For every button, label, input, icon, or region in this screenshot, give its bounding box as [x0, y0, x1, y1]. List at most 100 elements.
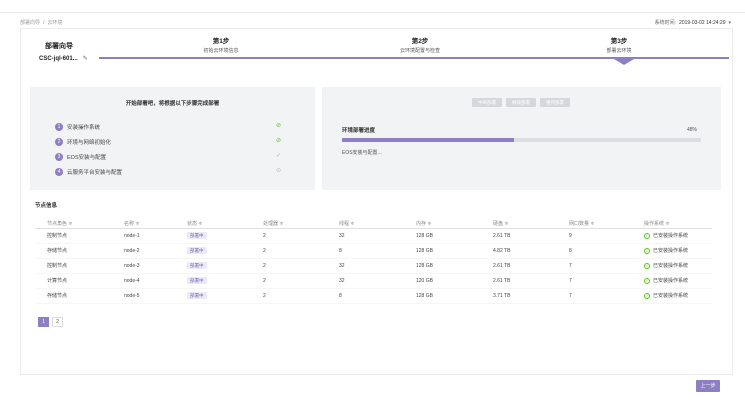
step-1: 第1步 初始云环境信息: [176, 35, 266, 54]
task-item: 2 环境与网络初始化: [55, 138, 111, 146]
breadcrumb-item-current: 云环境: [47, 20, 63, 26]
step-3-desc: 部署云环境: [606, 48, 632, 54]
col-disk[interactable]: 硬盘 ≑: [493, 221, 509, 227]
wizard-title: 部署向导: [45, 43, 73, 50]
check-circle-icon: ✓: [644, 247, 650, 254]
os-status-text: 已安装操作系统: [653, 248, 689, 254]
nics-cell: 7: [569, 293, 572, 299]
memory-cell: 128 GB: [416, 248, 433, 254]
cluster-name-text: CSC-jql-601...: [39, 55, 78, 62]
task-label: 安装操作系统: [67, 125, 101, 131]
step-2-number: 第2步: [411, 38, 429, 45]
top-divider: [0, 12, 745, 13]
threads-cell: 32: [339, 278, 345, 284]
cpu-cell: 2: [263, 293, 266, 299]
step-3-number: 第3步: [610, 38, 628, 45]
col-name[interactable]: 名称 ≑: [124, 221, 140, 227]
state-cell: 部署中: [187, 244, 207, 259]
env-progress-box: 中断部署 继续部署 重新部署 环境部署进度 48% EOS安装与配置...: [322, 87, 721, 190]
nics-cell: 8: [569, 248, 572, 254]
os-cell: ✓ 已安装操作系统: [644, 289, 688, 304]
env-progress-title: 环境部署进度: [342, 128, 376, 134]
current-step-indicator: [614, 59, 634, 65]
memory-cell: 120 GB: [416, 278, 433, 284]
check-circle-icon: ⊘: [276, 123, 282, 129]
env-progress-fill: [342, 138, 515, 142]
wizard-panel: 部署向导 CSC-jql-601... ✎ 第1步 初始云环境信息 第2步 云环…: [20, 28, 733, 375]
step-3: 第3步 部署云环境: [574, 35, 664, 54]
step-2: 第2步 云环境配置与检查: [375, 35, 465, 54]
task-number-badge: 2: [55, 138, 63, 146]
deploy-tasks-title: 开始部署吧，将根据以下步骤完成部署: [125, 101, 220, 107]
state-cell: 部署中: [187, 259, 207, 274]
task-item: 3 EOS安装与配置: [55, 153, 106, 161]
step-1-desc: 初始云环境信息: [203, 48, 239, 54]
env-progress-percent: 48%: [687, 127, 698, 133]
task-item: 4 云服务平台安装与配置: [55, 168, 122, 176]
redeploy-button[interactable]: 重新部署: [540, 98, 570, 107]
check-circle-icon: ⊘: [276, 138, 282, 144]
table-header: 节点角色 ≑ 名称 ≑ 状态 ≑ 处理器 ≑ 线程 ≑ 内存 ≑ 硬盘 ≑ 网口…: [35, 219, 712, 229]
pagination: 1 2: [38, 317, 63, 327]
step-progress-track: [99, 57, 729, 59]
status-badge: 部署中: [187, 262, 207, 269]
col-memory[interactable]: 内存 ≑: [416, 221, 432, 227]
nodes-table: 节点角色 ≑ 名称 ≑ 状态 ≑ 处理器 ≑ 线程 ≑ 内存 ≑ 硬盘 ≑ 网口…: [35, 219, 712, 304]
status-badge: 部署中: [187, 247, 207, 254]
system-time-label: 系统时间:: [654, 20, 677, 26]
task-label: EOS安装与配置: [67, 155, 107, 161]
status-badge: 部署中: [187, 232, 207, 239]
check-circle-icon: ✓: [644, 232, 650, 239]
task-number-badge: 1: [55, 123, 63, 131]
prev-step-button[interactable]: 上一步: [696, 380, 720, 392]
os-cell: ✓ 已安装操作系统: [644, 259, 688, 274]
task-item: 1 安装操作系统: [55, 123, 100, 131]
stop-deploy-button[interactable]: 中断部署: [472, 98, 502, 107]
status-badge: 部署中: [187, 277, 207, 284]
cluster-name: CSC-jql-601... ✎: [39, 55, 88, 63]
col-nics[interactable]: 网口数量 ≑: [569, 221, 595, 227]
step-2-desc: 云环境配置与检查: [399, 48, 440, 54]
role-cell: 控制节点: [47, 263, 68, 269]
col-os[interactable]: 操作系统 ≑: [644, 221, 670, 227]
page-1-button[interactable]: 1: [38, 317, 49, 327]
status-badge: 部署中: [187, 292, 207, 299]
disk-cell: 2.61 TB: [493, 263, 511, 269]
role-cell: 存储节点: [47, 248, 68, 254]
system-time-value: 2019-03-02 14:24:29: [679, 20, 726, 26]
disk-cell: 3.71 TB: [493, 293, 511, 299]
task-label: 环境与网络初始化: [67, 140, 112, 146]
env-progress-bar: [342, 138, 701, 142]
threads-cell: 32: [339, 263, 345, 269]
cpu-cell: 2: [263, 248, 266, 254]
table-row: 存储节点 node-2 部署中 2 8 128 GB 4.82 TB 8 ✓ 已安装操作系统: [35, 244, 712, 259]
role-cell: 计算节点: [47, 278, 68, 284]
pencil-icon[interactable]: ✎: [82, 56, 88, 62]
disk-cell: 4.82 TB: [493, 248, 511, 254]
name-cell: node-5: [124, 293, 140, 299]
check-circle-icon: ✓: [644, 262, 650, 269]
os-status-text: 已安装操作系统: [653, 263, 689, 269]
col-role[interactable]: 节点角色 ≑: [47, 221, 73, 227]
cpu-cell: 2: [263, 233, 266, 239]
col-threads[interactable]: 线程 ≑: [339, 221, 355, 227]
system-time[interactable]: 系统时间: 2019-03-02 14:24:29 ▾: [655, 19, 731, 26]
os-cell: ✓ 已安装操作系统: [644, 244, 688, 259]
os-status-text: 已安装操作系统: [653, 233, 689, 239]
continue-deploy-button[interactable]: 继续部署: [506, 98, 536, 107]
col-cpu[interactable]: 处理器 ≑: [263, 221, 284, 227]
role-cell: 控制节点: [47, 233, 68, 239]
chevron-down-icon[interactable]: ▾: [728, 20, 731, 26]
check-circle-icon: ✓: [644, 277, 650, 284]
col-state[interactable]: 状态 ≑: [187, 221, 203, 227]
memory-cell: 128 GB: [416, 233, 433, 239]
deploy-tasks-box: 开始部署吧，将根据以下步骤完成部署 1 安装操作系统 ⊘ 2 环境与网络初始化 ⊘ …: [30, 87, 315, 190]
state-cell: 部署中: [187, 289, 207, 304]
disk-cell: 2.61 TB: [493, 233, 511, 239]
task-label: 云服务平台安装与配置: [67, 170, 123, 176]
table-row: 存储节点 node-5 部署中 2 8 128 GB 3.71 TB 7 ✓ 已安装操作系统: [35, 289, 712, 304]
breadcrumb-item-wizard[interactable]: 部署向导: [20, 20, 41, 26]
name-cell: node-4: [124, 278, 140, 284]
page-2-button[interactable]: 2: [52, 317, 63, 327]
os-status-text: 已安装操作系统: [653, 278, 689, 284]
